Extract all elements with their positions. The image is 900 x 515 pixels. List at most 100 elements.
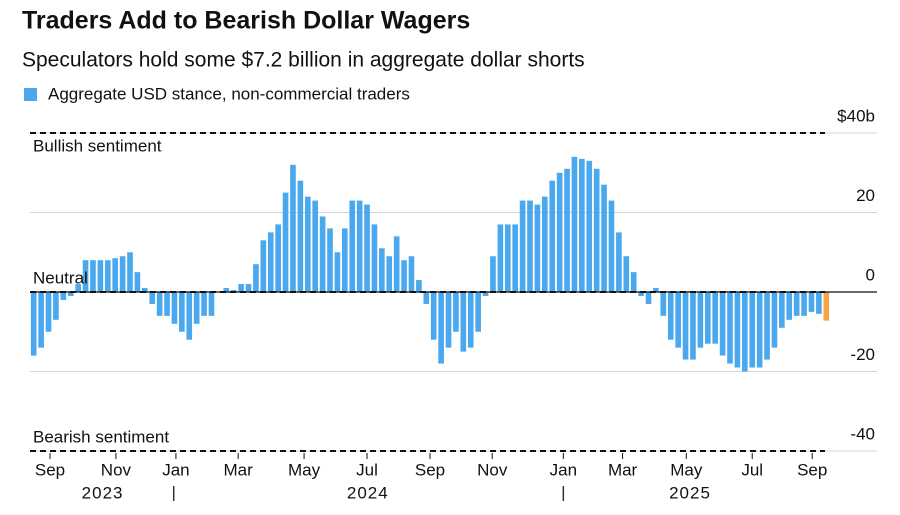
bar bbox=[667, 292, 674, 340]
bar bbox=[697, 292, 704, 348]
bar bbox=[601, 184, 607, 292]
bar bbox=[504, 224, 511, 292]
bar bbox=[201, 292, 207, 316]
bar bbox=[719, 292, 726, 356]
bar bbox=[97, 260, 104, 292]
bar bbox=[60, 292, 67, 300]
annotation: Bearish sentiment bbox=[33, 427, 169, 446]
bar bbox=[460, 292, 467, 352]
bar bbox=[549, 180, 556, 292]
bar bbox=[379, 248, 385, 292]
bar bbox=[408, 256, 415, 292]
legend-label: Aggregate USD stance, non-commercial tra… bbox=[48, 84, 410, 103]
bar bbox=[638, 292, 644, 296]
bar bbox=[497, 224, 504, 292]
bar bbox=[193, 292, 200, 324]
bar bbox=[542, 196, 548, 292]
bar bbox=[90, 260, 96, 292]
x-tick-label: Jan bbox=[550, 460, 577, 479]
bar bbox=[801, 292, 807, 316]
bar bbox=[349, 200, 356, 292]
bar bbox=[579, 158, 585, 292]
bar bbox=[112, 258, 118, 292]
bar bbox=[134, 272, 141, 292]
bar bbox=[512, 224, 518, 292]
bar bbox=[823, 292, 830, 321]
bar bbox=[534, 204, 541, 292]
bar bbox=[756, 292, 763, 368]
bar bbox=[593, 168, 600, 292]
bar bbox=[164, 292, 170, 316]
bar bbox=[275, 224, 281, 292]
bar bbox=[171, 292, 178, 324]
x-tick-label: Jul bbox=[356, 460, 378, 479]
year-label: 2025 bbox=[669, 483, 711, 502]
bar bbox=[771, 292, 778, 348]
legend-swatch bbox=[24, 88, 37, 101]
bar bbox=[453, 292, 459, 332]
bar bbox=[816, 292, 822, 314]
bar bbox=[490, 256, 496, 292]
bar bbox=[430, 292, 437, 340]
bar bbox=[416, 280, 422, 292]
bar bbox=[75, 284, 81, 292]
bar bbox=[704, 292, 711, 344]
bar bbox=[749, 292, 756, 368]
x-tick-label: Mar bbox=[608, 460, 638, 479]
bar bbox=[467, 292, 474, 348]
x-tick-label: Nov bbox=[477, 460, 508, 479]
y-tick-label: 20 bbox=[856, 186, 875, 205]
x-tick-label: May bbox=[670, 460, 703, 479]
bar bbox=[645, 292, 652, 304]
bar bbox=[334, 252, 341, 292]
bar bbox=[142, 288, 148, 292]
bar bbox=[630, 272, 637, 292]
bar bbox=[149, 292, 156, 304]
x-tick-label: Jul bbox=[741, 460, 763, 479]
bar bbox=[727, 292, 733, 364]
bar bbox=[282, 192, 289, 292]
bar bbox=[312, 200, 318, 292]
bar bbox=[371, 224, 378, 292]
bar bbox=[742, 292, 748, 372]
bar bbox=[127, 252, 133, 292]
bar bbox=[260, 240, 267, 292]
bar bbox=[690, 292, 696, 360]
bar bbox=[438, 292, 444, 364]
bar bbox=[186, 292, 193, 340]
bar bbox=[556, 172, 563, 292]
year-label: 2024 bbox=[347, 483, 389, 502]
y-tick-label: -20 bbox=[850, 345, 875, 364]
bar bbox=[393, 236, 400, 292]
bar bbox=[38, 292, 44, 348]
bar bbox=[156, 292, 163, 316]
bar bbox=[356, 200, 363, 292]
bar bbox=[519, 200, 526, 292]
x-tick-label: Mar bbox=[224, 460, 254, 479]
bar bbox=[482, 292, 489, 296]
bar bbox=[253, 264, 259, 292]
x-tick-label: Sep bbox=[415, 460, 445, 479]
bar bbox=[119, 256, 126, 292]
bar bbox=[304, 196, 311, 292]
bar bbox=[527, 200, 533, 292]
annotation: Neutral bbox=[33, 268, 88, 287]
bar bbox=[475, 292, 481, 332]
bar bbox=[290, 164, 296, 292]
bar bbox=[208, 292, 215, 316]
bar bbox=[653, 288, 659, 292]
y-tick-label: $40b bbox=[837, 106, 875, 125]
bar bbox=[53, 292, 59, 320]
bar bbox=[401, 260, 407, 292]
bar bbox=[675, 292, 681, 348]
bar bbox=[586, 160, 593, 292]
bar bbox=[608, 200, 615, 292]
x-tick-label: Sep bbox=[797, 460, 827, 479]
bar bbox=[297, 180, 304, 292]
bar bbox=[808, 292, 815, 312]
x-tick-label: Jan bbox=[162, 460, 189, 479]
x-tick-label: May bbox=[288, 460, 321, 479]
chart-title: Traders Add to Bearish Dollar Wagers bbox=[22, 7, 470, 35]
bar bbox=[67, 292, 74, 296]
